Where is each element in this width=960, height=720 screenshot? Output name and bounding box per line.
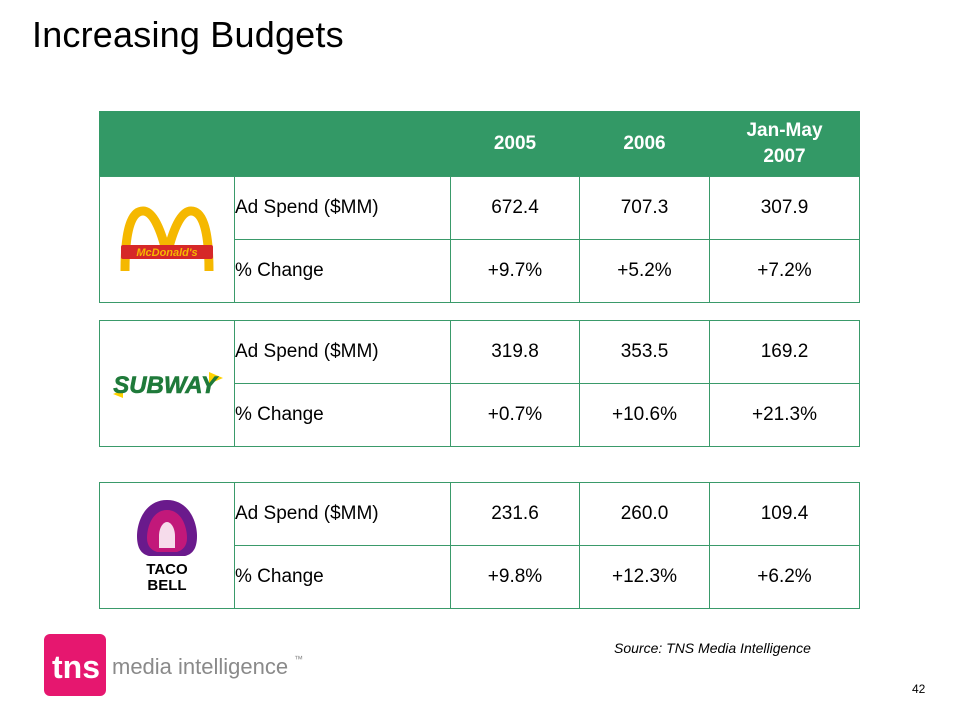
cell-value: +10.6% bbox=[579, 383, 710, 447]
header-cell-logo bbox=[99, 111, 235, 177]
budget-table-header: 2005 2006 Jan-May 2007 bbox=[99, 111, 860, 177]
cell-value: 319.8 bbox=[450, 320, 580, 384]
header-jan-may-2007-label: Jan-May 2007 bbox=[746, 120, 823, 167]
mcdonalds-logo-text: McDonald's bbox=[136, 247, 197, 259]
header-cell-metric bbox=[234, 111, 451, 177]
row-label: % Change bbox=[234, 239, 451, 303]
table-row: % Change +9.7% +5.2% +7.2% bbox=[100, 239, 860, 303]
cell-value: 109.4 bbox=[709, 482, 860, 546]
cell-value: 672.4 bbox=[450, 176, 580, 240]
row-label: % Change bbox=[234, 383, 451, 447]
table-row: % Change +0.7% +10.6% +21.3% bbox=[100, 383, 860, 447]
subway-table: SUBWAY Ad Spend ($MM) 319.8 353.5 169.2 … bbox=[99, 320, 860, 447]
cell-value: 260.0 bbox=[579, 482, 710, 546]
row-label: Ad Spend ($MM) bbox=[234, 176, 451, 240]
header-cell-jan-may-2007: Jan-May 2007 bbox=[709, 111, 860, 177]
row-label: Ad Spend ($MM) bbox=[234, 482, 451, 546]
table-row: TACO BELL Ad Spend ($MM) 231.6 260.0 109… bbox=[99, 482, 860, 609]
row-label: Ad Spend ($MM) bbox=[234, 320, 451, 384]
slide-title: Increasing Budgets bbox=[32, 14, 344, 55]
cell-value: +9.7% bbox=[450, 239, 580, 303]
cell-value: +9.8% bbox=[450, 545, 580, 609]
cell-value: +0.7% bbox=[450, 383, 580, 447]
table-row: SUBWAY Ad Spend ($MM) 319.8 353.5 169.2 bbox=[99, 320, 860, 447]
taco-bell-table: TACO BELL Ad Spend ($MM) 231.6 260.0 109… bbox=[99, 482, 860, 609]
cell-value: 707.3 bbox=[579, 176, 710, 240]
taco-bell-logo-text-line1: TACO bbox=[146, 561, 188, 578]
media-intelligence-text: media intelligence bbox=[112, 654, 288, 679]
taco-bell-logo-text-line2: BELL bbox=[147, 577, 186, 594]
header-row: 2005 2006 Jan-May 2007 bbox=[99, 111, 860, 177]
cell-value: +5.2% bbox=[579, 239, 710, 303]
cell-value: +12.3% bbox=[579, 545, 710, 609]
cell-value: +7.2% bbox=[709, 239, 860, 303]
trademark-text: ™ bbox=[294, 654, 303, 664]
tns-logo-text: tns bbox=[52, 649, 100, 685]
tns-media-intelligence-logo: tns media intelligence ™ bbox=[44, 634, 303, 696]
page-number: 42 bbox=[912, 682, 926, 696]
table-row: % Change +9.8% +12.3% +6.2% bbox=[100, 545, 860, 609]
header-cell-2006: 2006 bbox=[579, 111, 710, 177]
cell-value: +21.3% bbox=[709, 383, 860, 447]
source-note: Source: TNS Media Intelligence bbox=[614, 640, 811, 656]
mcdonalds-table: McDonald's Ad Spend ($MM) 672.4 707.3 30… bbox=[99, 176, 860, 303]
subway-logo-cell: SUBWAY bbox=[99, 320, 235, 447]
mcdonalds-logo: McDonald's bbox=[120, 205, 214, 271]
cell-value: 169.2 bbox=[709, 320, 860, 384]
cell-value: +6.2% bbox=[709, 545, 860, 609]
header-cell-2005: 2005 bbox=[450, 111, 580, 177]
mcdonalds-logo-cell: McDonald's bbox=[99, 176, 235, 303]
subway-logo-text: SUBWAY bbox=[113, 372, 219, 399]
subway-logo: SUBWAY bbox=[113, 371, 223, 399]
row-label: % Change bbox=[234, 545, 451, 609]
taco-bell-logo-cell: TACO BELL bbox=[99, 482, 235, 609]
cell-value: 353.5 bbox=[579, 320, 710, 384]
table-row: McDonald's Ad Spend ($MM) 672.4 707.3 30… bbox=[99, 176, 860, 303]
cell-value: 231.6 bbox=[450, 482, 580, 546]
taco-bell-logo: TACO BELL bbox=[137, 499, 197, 594]
cell-value: 307.9 bbox=[709, 176, 860, 240]
